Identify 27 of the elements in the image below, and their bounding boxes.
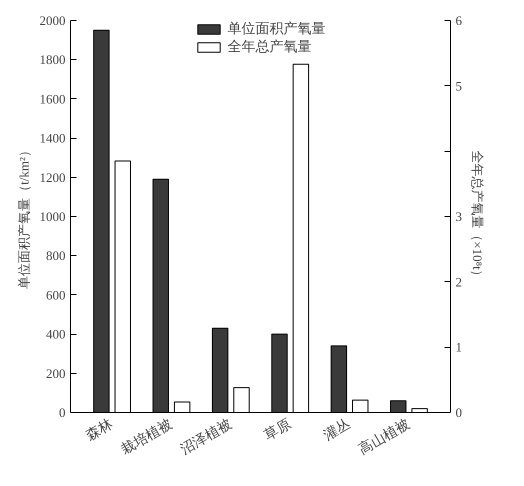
- y-tick-label: 400: [46, 326, 66, 342]
- y2-tick-label: 3: [456, 209, 462, 224]
- legend-label: 单位面积产氧量: [228, 20, 326, 38]
- x-tick-label: 灌丛: [321, 416, 354, 444]
- y-tick-label: 800: [46, 248, 66, 264]
- y2-tick-label: 5: [456, 78, 462, 94]
- y-tick-label: 0: [59, 405, 66, 420]
- y-tick-label: 1400: [40, 130, 66, 146]
- x-tick-label: 草原: [262, 416, 294, 444]
- y-tick-label: 200: [46, 366, 66, 381]
- y-tick-label: 1800: [40, 52, 66, 68]
- y2-tick-label: 6: [456, 13, 462, 28]
- y-tick-label: 600: [46, 287, 66, 302]
- y2-axis-title: 全年总产氧量（×10⁸t）: [470, 150, 485, 283]
- x-tick-label: 栽培植被: [118, 416, 176, 458]
- x-tick-label: 森林: [84, 416, 116, 444]
- y-tick-label: 1000: [40, 209, 66, 224]
- y-axis-title: 单位面积产氧量（t/km²）: [16, 144, 32, 289]
- y-tick-label: 2000: [40, 13, 66, 28]
- y2-tick-label: 1: [456, 340, 462, 355]
- y-tick-label: 1200: [40, 170, 66, 185]
- x-tick-label: 高山植被: [356, 416, 413, 458]
- y-tick-label: 1600: [40, 91, 66, 106]
- y2-tick-label: 2: [456, 274, 462, 290]
- y2-tick-label: 0: [456, 405, 462, 420]
- legend-label: 全年总产氧量: [228, 38, 312, 56]
- x-tick-label: 沼泽植被: [178, 416, 235, 458]
